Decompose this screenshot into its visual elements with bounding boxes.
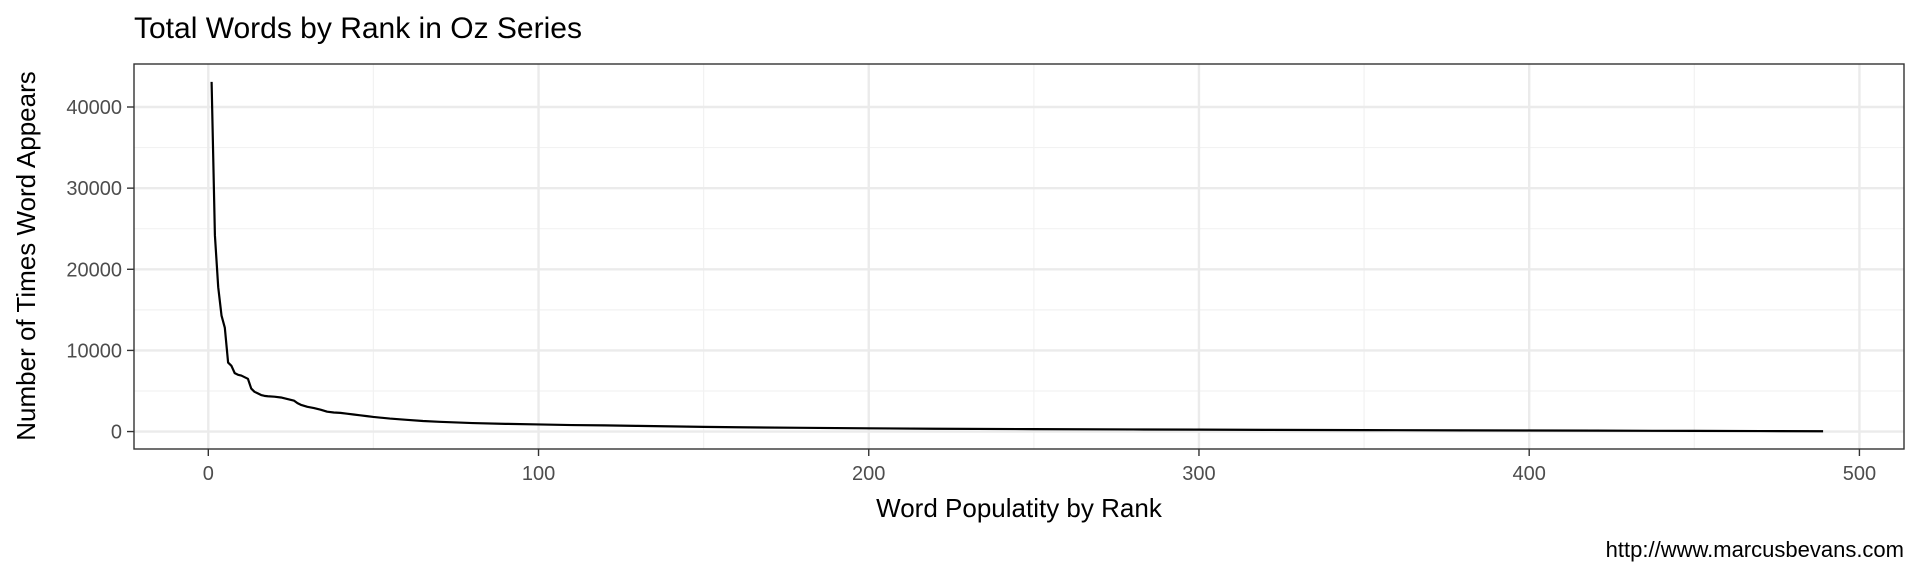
y-axis-title: Number of Times Word Appears xyxy=(11,71,41,440)
y-tick-label: 0 xyxy=(111,422,122,444)
y-tick-label: 40000 xyxy=(66,97,122,119)
x-tick-label: 500 xyxy=(1843,463,1876,485)
x-tick-label: 300 xyxy=(1182,463,1215,485)
series-line xyxy=(210,81,1824,433)
y-tick-label: 10000 xyxy=(66,340,122,362)
x-axis-title: Word Populatity by Rank xyxy=(876,493,1163,523)
chart-title: Total Words by Rank in Oz Series xyxy=(134,12,582,45)
minor-gridlines xyxy=(134,64,1904,449)
x-tick-label: 400 xyxy=(1513,463,1546,485)
x-axis: 0 100 200 300 400 500 xyxy=(203,449,1876,485)
y-tick-label: 20000 xyxy=(66,259,122,281)
y-axis: 0 10000 20000 30000 40000 xyxy=(66,97,134,444)
chart-caption: http://www.marcusbevans.com xyxy=(1606,537,1904,562)
x-tick-label: 200 xyxy=(852,463,885,485)
panel-border xyxy=(133,63,1905,450)
x-tick-label: 100 xyxy=(522,463,555,485)
x-tick-label: 0 xyxy=(203,463,214,485)
plot-panel xyxy=(133,63,1905,450)
y-tick-label: 30000 xyxy=(66,178,122,200)
panel-background xyxy=(134,64,1904,449)
